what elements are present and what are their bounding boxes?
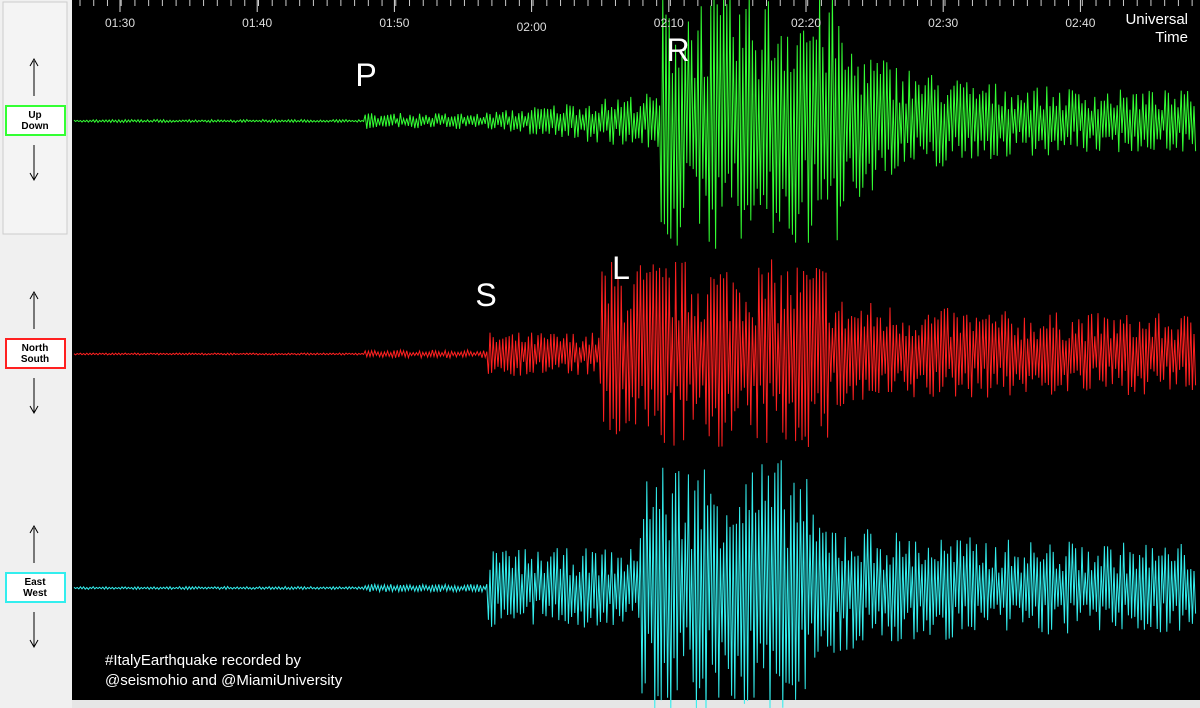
arrow-down (29, 612, 39, 649)
channel-button-box[interactable] (5, 338, 66, 369)
channel-button-box[interactable] (5, 105, 66, 136)
trace (73, 460, 1197, 708)
phase-label: L (612, 250, 630, 286)
channel-button-box[interactable] (5, 572, 66, 603)
time-unit-label: Time (1155, 29, 1188, 46)
caption: #ItalyEarthquake recorded by (105, 652, 301, 669)
channel-label[interactable]: Down (21, 121, 48, 132)
time-tick-label: 01:40 (242, 16, 272, 30)
arrow-down (29, 145, 39, 182)
trace (73, 0, 1197, 249)
channel-label[interactable]: North (22, 343, 49, 354)
channel-label[interactable]: East (24, 577, 46, 588)
traces (73, 0, 1197, 708)
channel-label[interactable]: South (21, 354, 49, 365)
arrow-up (29, 524, 39, 563)
phase-label: R (666, 32, 689, 68)
arrow-up (29, 57, 39, 96)
time-tick-label: 02:00 (517, 20, 547, 34)
time-tick-label: 02:30 (928, 16, 958, 30)
trace (73, 259, 1197, 448)
phase-label: P (355, 57, 376, 93)
time-tick-label: 01:50 (379, 16, 409, 30)
phase-label: S (475, 277, 496, 313)
arrow-up (29, 290, 39, 329)
time-tick-label: 01:30 (105, 16, 135, 30)
time-unit-label: Universal (1125, 11, 1188, 28)
time-tick-label: 02:40 (1065, 16, 1095, 30)
channel-label[interactable]: West (23, 588, 47, 599)
ui-layer: 01:30 01:40 01:50 02:00 02:10 02:20 02:30 02:40… (5, 0, 1193, 689)
channel-label[interactable]: Up (28, 110, 41, 121)
time-tick-label: 02:20 (791, 16, 821, 30)
scrollbar[interactable] (72, 700, 1200, 708)
caption: @seismohio and @MiamiUniversity (105, 672, 343, 689)
time-tick-label: 02:10 (654, 16, 684, 30)
arrow-down (29, 378, 39, 415)
